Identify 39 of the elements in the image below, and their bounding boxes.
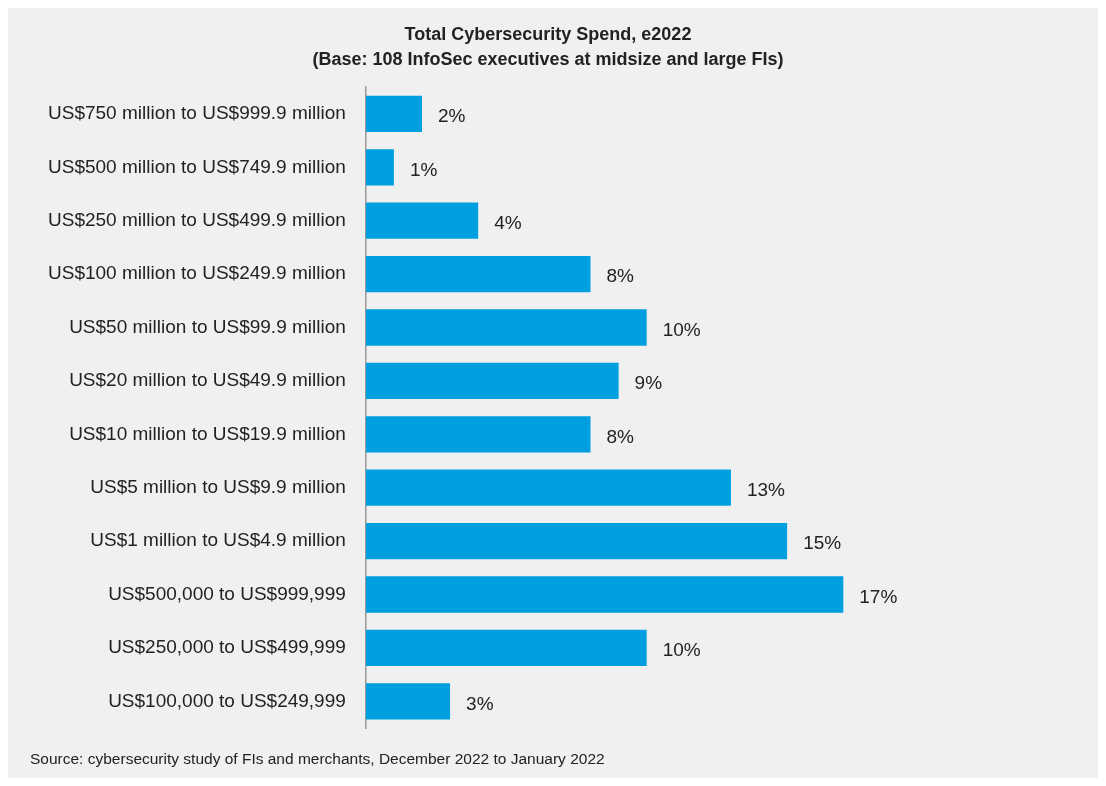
bar <box>365 416 591 453</box>
y-tick-label: US$100 million to US$249.9 million <box>47 262 346 284</box>
source-note: Source: cybersecurity study of FIs and merchants, December 2022 to January 2022 <box>30 750 605 767</box>
y-tick-label: US$100,000 to US$249,999 <box>108 689 346 711</box>
data-label: 3% <box>466 692 494 714</box>
chart-title: Total Cybersecurity Spend, e2022 <box>404 23 692 44</box>
data-label: 10% <box>662 318 701 340</box>
data-label: 2% <box>438 105 466 127</box>
y-tick-label: US$5 million to US$9.9 million <box>90 475 346 497</box>
data-label: 1% <box>409 158 438 180</box>
y-tick-label: US$500 million to US$749.9 million <box>47 155 346 177</box>
bar <box>365 202 479 239</box>
bar <box>365 683 451 720</box>
y-tick-label: US$500,000 to US$999,999 <box>108 582 346 604</box>
bar <box>365 362 619 400</box>
y-tick-label: US$1 million to US$4.9 million <box>90 529 346 551</box>
data-label: 13% <box>746 478 786 500</box>
bar <box>365 576 844 613</box>
data-label: 17% <box>859 585 898 607</box>
y-tick-label: US$750 million to US$999.9 million <box>47 102 346 124</box>
y-tick-label: US$50 million to US$99.9 million <box>69 315 346 337</box>
chart-subtitle: (Base: 108 InfoSec executives at midsize and large FIs) <box>312 49 784 70</box>
data-label: 10% <box>662 639 701 661</box>
data-label: 4% <box>494 211 522 233</box>
data-label: 15% <box>803 532 842 554</box>
bar <box>365 522 788 560</box>
bar <box>365 149 394 186</box>
y-tick-label: US$250,000 to US$499,999 <box>108 636 346 658</box>
y-tick-label: US$250 million to US$499.9 million <box>47 208 346 230</box>
y-tick-label: US$20 million to US$49.9 million <box>69 369 346 391</box>
bar <box>365 629 647 667</box>
bar <box>365 255 591 293</box>
data-label: 8% <box>606 265 635 287</box>
data-label: 8% <box>606 425 635 447</box>
bar <box>365 95 422 133</box>
bar <box>365 309 647 346</box>
bar <box>365 469 731 506</box>
data-label: 9% <box>634 372 663 394</box>
y-tick-label: US$10 million to US$19.9 million <box>69 422 346 444</box>
